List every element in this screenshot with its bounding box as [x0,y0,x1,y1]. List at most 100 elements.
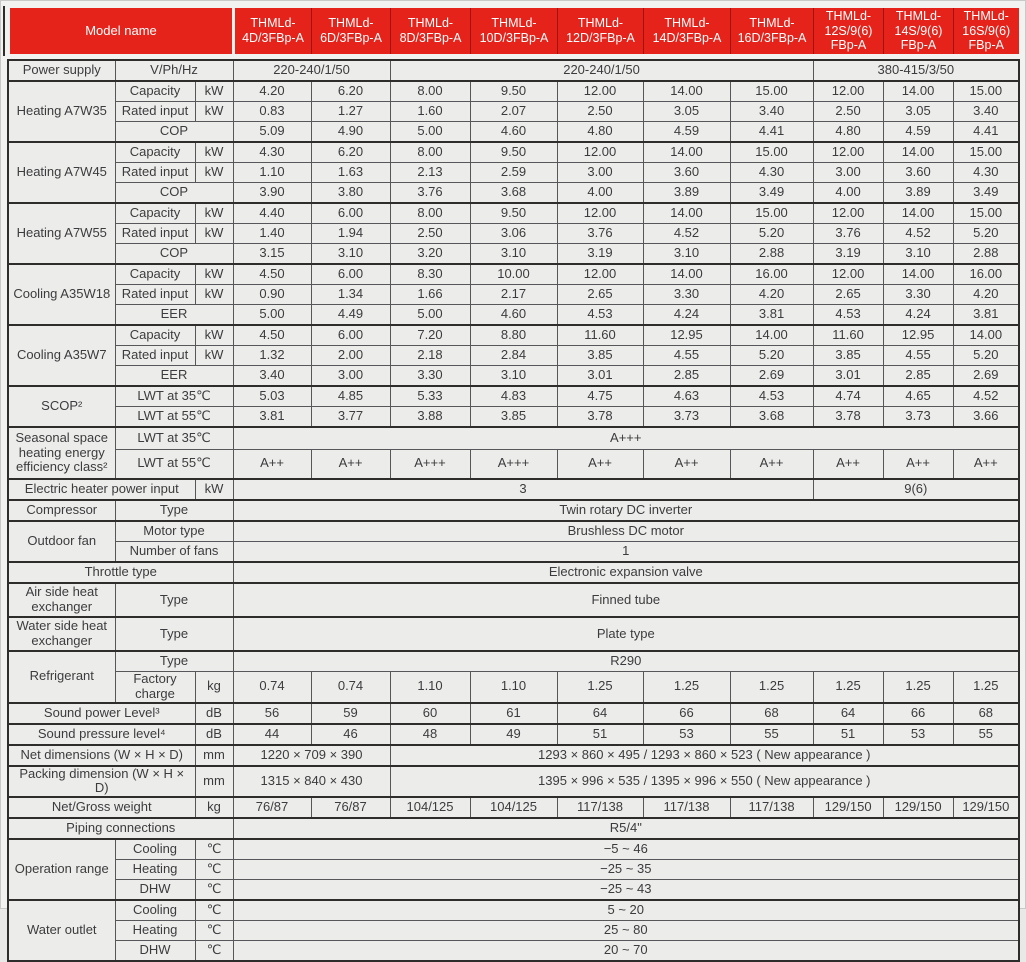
spec-value: 5.00 [232,304,312,326]
spec-value: 129/150 [812,795,884,819]
spec-value: 220-240/1/50 [389,59,814,82]
spec-value: 4.50 [232,263,312,285]
spec-value: 53 [882,722,954,745]
row-label: kW [194,223,234,244]
spec-value: 1.25 [952,671,1020,703]
spec-value: 4.49 [310,304,391,326]
spec-value: 76/87 [310,795,391,819]
table-row: Cooling A35W7 Capacity kW 4.50 6.00 7.20 8.80 1… [7,324,1020,387]
spec-value: 66 [642,701,731,724]
spec-value: 4.53 [556,304,644,326]
spec-value: 1.60 [389,101,471,122]
row-label: Number of fans [114,541,234,563]
model-column-header: THMLd- 14D/3FBp-A [643,6,731,56]
row-label: kW [194,345,234,366]
model-column-header: THMLd- 16D/3FBp-A [730,6,814,56]
model-name-header: Model name [7,6,235,56]
spec-value: 4.59 [642,121,731,143]
spec-value: 66 [882,701,954,724]
row-label: mm [194,764,234,798]
spec-value: 8.30 [389,263,471,285]
spec-value: 1.63 [310,162,391,183]
row-label: Type [114,616,234,652]
spec-sheet: Model name THMLd- 4D/3FBp-A THMLd- 6D/3FBp… [3,6,1021,962]
table-row: Refrigerant Type R290 [7,650,1020,703]
row-label: Packing dimension (W × H × D) [7,764,196,798]
spec-value: 2.50 [812,101,884,122]
spec-value: 1.25 [556,671,644,703]
table-row: SCOP² LWT at 35℃ 5.03 4.85 5.33 4.83 4.75 4.63 4… [7,385,1020,428]
spec-value: 9.50 [469,202,558,224]
spec-value: 4.52 [642,223,731,244]
row-label: ℃ [194,858,234,880]
table-row: Water outlet Cooling ℃ 5 ~ 20 [7,898,1020,962]
spec-value: 3.10 [642,243,731,265]
spec-value: 0.74 [310,671,391,703]
row-label: Capacity [114,80,196,102]
row-label: kg [194,795,234,819]
row-label: kW [194,141,234,163]
spec-value: A+++ [469,448,558,480]
spec-value: 3.80 [310,182,391,204]
spec-value: 4.85 [310,385,391,407]
spec-value: 4.59 [882,121,954,143]
row-label: ℃ [194,898,234,921]
spec-value: 4.20 [232,80,312,102]
spec-value: 64 [556,701,644,724]
spec-value: 49 [469,722,558,745]
table-row: Rated input kW 0.83 1.27 1.60 2.07 2.50 3.05 3.4… [8,101,1020,122]
table-row: Net dimensions (W × H × D) mm 1220 × 709 ×… [7,743,1020,766]
spec-value: 3.49 [952,182,1020,204]
spec-value: 3 [232,478,814,501]
spec-value: 3.05 [642,101,731,122]
table-row: Heating ℃ 25 ~ 80 [8,919,1020,941]
spec-value: 129/150 [882,795,954,819]
spec-value: 1.66 [389,284,471,305]
spec-value: 3.01 [556,365,644,387]
spec-value: 12.00 [812,202,884,224]
spec-value: 2.69 [952,365,1020,387]
table-row: Outdoor fan Motor type Brushless DC motor [7,520,1020,563]
row-label: Capacity [114,202,196,224]
row-label: Motor type [114,520,234,542]
spec-value: 4.55 [882,345,954,366]
spec-value: 51 [812,722,884,745]
spec-value: 8.80 [469,324,558,346]
model-column-header: THMLd- 16S/9(6) FBp-A [953,6,1021,56]
spec-value: 1.10 [469,671,558,703]
spec-value: 104/125 [469,795,558,819]
spec-value: 3.88 [389,406,471,428]
spec-value: 14.00 [642,141,731,163]
spec-value: 3.30 [642,284,731,305]
spec-value: 220-240/1/50 [232,59,391,82]
spec-value: 2.88 [729,243,814,265]
row-label: kW [194,478,234,501]
row-label: V/Ph/Hz [114,59,234,82]
spec-value: 4.80 [556,121,644,143]
table-row: Throttle type Electronic expansion valve [7,561,1020,584]
spec-value: 3.49 [729,182,814,204]
spec-value: 6.20 [310,141,391,163]
row-label: SCOP² [7,385,116,428]
table-row: Rated input kW 1.32 2.00 2.18 2.84 3.85 4.55 5.2… [8,345,1020,366]
row-label: Capacity [114,263,196,285]
table-row: DHW ℃ 20 ~ 70 [8,939,1020,962]
row-label: Rated input [114,223,196,244]
spec-value: 1 [232,541,1020,563]
spec-value: 5.00 [389,121,471,143]
spec-value: 3.40 [952,101,1020,122]
table-row: Rated input kW 1.40 1.94 2.50 3.06 3.76 4.52 5.2… [8,223,1020,244]
row-label: kW [194,202,234,224]
spec-value: 5 ~ 20 [232,898,1020,921]
spec-value: A+++ [389,448,471,480]
spec-value: 1.27 [310,101,391,122]
spec-value: 5.20 [729,345,814,366]
spec-value: 3.40 [729,101,814,122]
spec-value: 3.85 [812,345,884,366]
spec-value: 68 [729,701,814,724]
row-label: COP [114,243,234,265]
row-label: Heating [114,858,196,880]
spec-value: 3.06 [469,223,558,244]
spec-value: 3.77 [310,406,391,428]
row-label: Cooling A35W18 [7,263,116,326]
